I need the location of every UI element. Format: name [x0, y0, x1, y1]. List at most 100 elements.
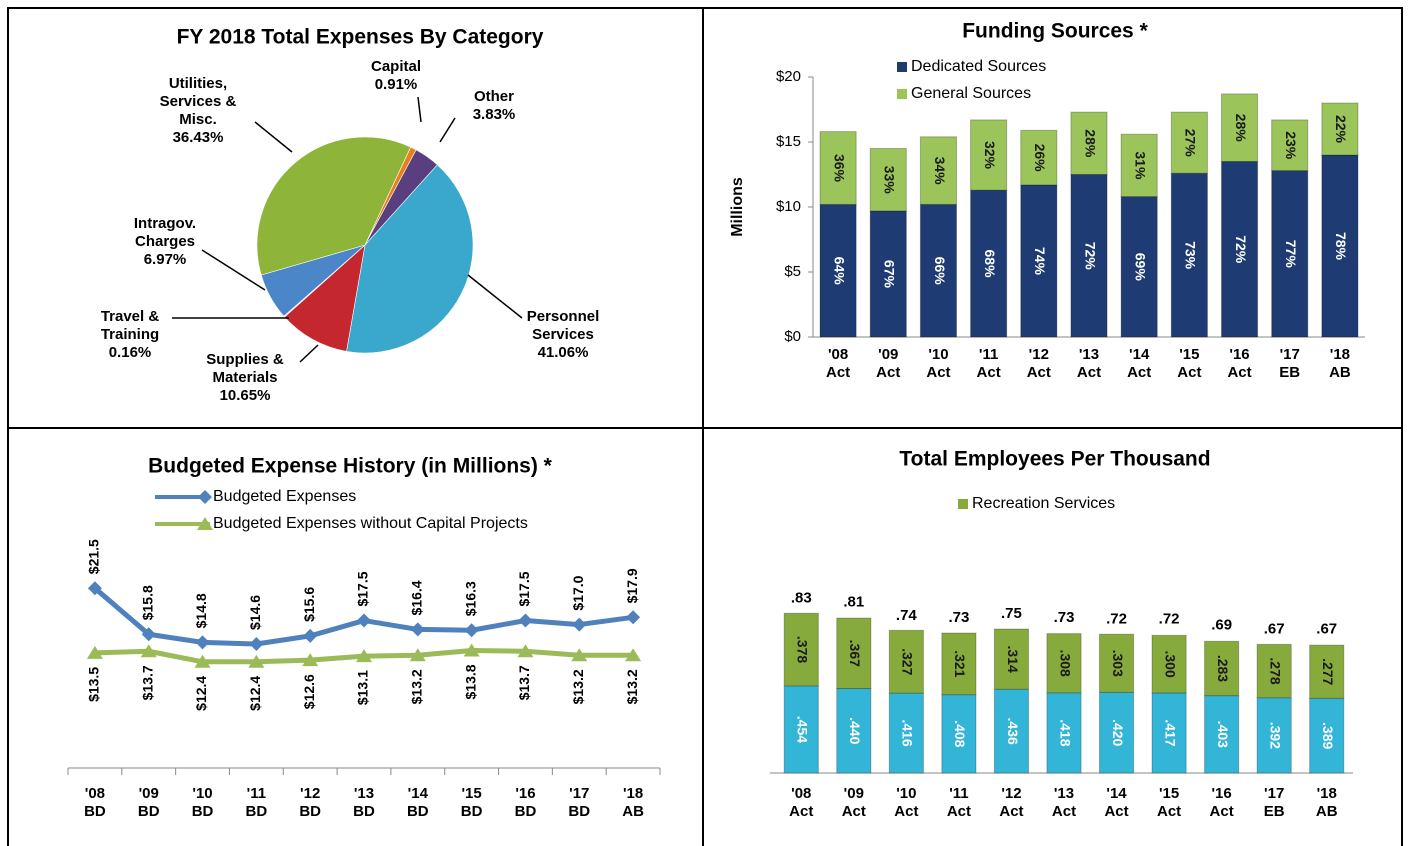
bar-segment	[836, 688, 872, 774]
marker	[357, 613, 371, 628]
marker	[463, 643, 480, 657]
bar-segment	[970, 189, 1008, 338]
bar-segment	[836, 617, 872, 690]
bar-segment	[1098, 691, 1135, 774]
marker	[572, 617, 587, 632]
segment-label: .420	[1110, 719, 1126, 746]
data-label: $13.2	[624, 669, 640, 704]
bar-segment	[1204, 695, 1240, 774]
data-label: $15.8	[139, 585, 155, 620]
segment-label: .321	[952, 650, 968, 677]
frame	[7, 7, 1403, 846]
pie-slice	[256, 136, 412, 276]
total-label: .73	[948, 609, 969, 626]
segment-label: .314	[1005, 646, 1021, 673]
bar-segment	[1151, 634, 1187, 694]
y-tick-label: $5	[784, 263, 801, 280]
bar-segment	[1070, 174, 1108, 338]
bar-segment	[919, 136, 958, 205]
segment-label: 74%	[1032, 247, 1048, 276]
total-label: .67	[1264, 620, 1285, 637]
segment-label: .418	[1057, 719, 1073, 746]
data-label: $12.4	[247, 676, 263, 711]
bar-segment	[1204, 640, 1240, 697]
bar-segment	[1271, 119, 1309, 172]
segment-label: .392	[1267, 722, 1283, 749]
bar-segment	[1120, 133, 1158, 198]
bar-segment	[1256, 697, 1292, 774]
marker	[86, 645, 103, 659]
bar-segment	[941, 632, 977, 696]
segment-label: 78%	[1333, 232, 1349, 261]
marker	[302, 653, 319, 667]
total-label: .72	[1159, 611, 1180, 628]
chart-title: FY 2018 Total Expenses By Category	[177, 26, 544, 49]
bar-segment	[869, 210, 907, 338]
marker	[249, 636, 264, 651]
bar-segment	[993, 688, 1030, 774]
marker	[517, 644, 534, 658]
leader-line	[439, 117, 456, 143]
data-label: $13.1	[355, 670, 371, 705]
segment-label: .367	[847, 640, 863, 667]
data-label: $14.8	[193, 593, 209, 628]
bar-segment	[888, 629, 924, 694]
marker	[141, 627, 156, 642]
segment-label: .278	[1267, 657, 1283, 684]
segment-label: .403	[1215, 721, 1231, 748]
bar-segment	[1020, 129, 1058, 186]
data-label: $17.5	[516, 571, 532, 606]
bar-segment	[1070, 111, 1108, 175]
legend-label: Recreation Services	[972, 495, 1115, 512]
bar-segment	[941, 694, 977, 774]
bar-segment	[1321, 102, 1359, 156]
total-label: .75	[1001, 605, 1022, 622]
marker	[625, 648, 642, 662]
bar-segment	[1046, 633, 1082, 694]
marker	[140, 644, 157, 658]
y-tick-label: $15	[776, 133, 801, 150]
segment-label: 36%	[831, 154, 847, 183]
bar-segment	[1220, 93, 1259, 162]
data-label: $12.6	[301, 674, 317, 709]
bar-segment	[1256, 643, 1292, 699]
legend-swatch	[958, 499, 968, 509]
marker	[303, 628, 318, 643]
marker	[518, 613, 533, 628]
data-label: $21.5	[86, 539, 102, 574]
total-label: .83	[791, 590, 812, 607]
bar-segment	[888, 692, 924, 774]
segment-label: .389	[1320, 722, 1336, 749]
segment-label: .303	[1110, 650, 1126, 677]
marker	[409, 648, 426, 662]
segment-label: .277	[1320, 658, 1336, 685]
data-label: $13.2	[570, 669, 586, 704]
segment-label: .283	[1215, 655, 1231, 682]
bar-segment	[1309, 697, 1345, 774]
segment-label: 68%	[982, 250, 998, 279]
legend-swatch	[897, 89, 907, 99]
segment-label: 72%	[1082, 242, 1098, 271]
bar-segment	[1271, 170, 1309, 338]
segment-label: 26%	[1032, 144, 1048, 173]
marker	[464, 623, 479, 638]
legend-label: General Sources	[911, 85, 1031, 102]
data-label: $13.7	[139, 665, 155, 700]
total-label: .81	[843, 593, 864, 610]
bar-segment	[869, 148, 907, 212]
leader-line	[254, 121, 293, 153]
bar-segment	[819, 203, 857, 338]
bar-segment	[970, 119, 1008, 191]
segment-label: 33%	[882, 166, 898, 195]
marker	[195, 635, 210, 650]
pie-slice	[346, 164, 474, 354]
bar-segment	[783, 612, 819, 687]
marker	[356, 649, 372, 663]
segment-label: 31%	[1132, 151, 1148, 180]
leader-line	[467, 274, 523, 319]
y-axis-title: Millions	[729, 177, 746, 237]
total-label: .69	[1211, 616, 1232, 633]
y-tick-label: $10	[776, 198, 801, 215]
